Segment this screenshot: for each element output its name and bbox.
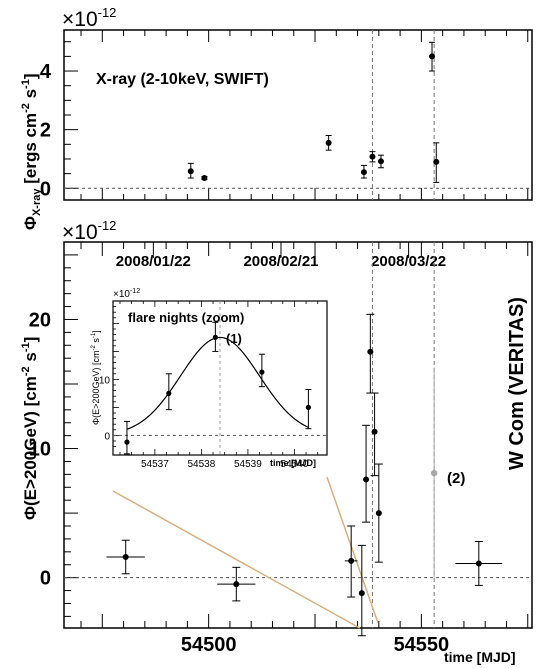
inset-point xyxy=(305,404,311,410)
veritas-point xyxy=(358,590,365,597)
veritas-plot-frame xyxy=(63,241,533,629)
inset-point xyxy=(124,439,130,445)
date-axis-label: 2008/01/22 xyxy=(116,253,191,270)
xray-data-points xyxy=(187,41,440,183)
veritas-side-label: W Com (VERITAS) xyxy=(506,297,528,470)
veritas-point xyxy=(348,557,355,564)
inset-x-tick-label: 54540 xyxy=(281,459,309,470)
inset-y-tick-label: 0 xyxy=(104,431,110,442)
veritas-point xyxy=(371,428,378,435)
special-point-label: (2) xyxy=(447,470,465,487)
veritas-exponent: ×10-12 xyxy=(62,218,116,244)
xray-panel: ×10-12 X-ray (2-10keV, SWIFT) ΦX-ray [er… xyxy=(20,5,533,230)
zoom-line-right xyxy=(326,476,379,624)
veritas-point xyxy=(367,348,374,355)
veritas-x-tick-label: 54500 xyxy=(181,634,237,656)
xray-point xyxy=(187,168,194,175)
xray-point xyxy=(377,158,384,165)
xray-point xyxy=(433,158,440,165)
xray-point xyxy=(369,153,376,160)
veritas-data-points xyxy=(106,313,503,637)
inset-axes: 54537 54538 54539 54540 0 10 xyxy=(99,300,327,470)
inset-x-tick-label: 54539 xyxy=(234,459,262,470)
inset-y-tick-label: 10 xyxy=(99,375,111,386)
xray-y-tick-label: 4 xyxy=(40,61,52,83)
zoom-connector-lines xyxy=(112,476,379,629)
veritas-point xyxy=(122,553,129,560)
xray-exponent: ×10-12 xyxy=(62,5,116,31)
veritas-x-tick-label: 54550 xyxy=(394,634,450,656)
xray-y-tick-label: 0 xyxy=(40,178,51,200)
inset-annotation: (1) xyxy=(226,331,242,346)
veritas-y-axis-label: Φ(E>200GeV) [cm-2 s-1] xyxy=(20,337,40,520)
xray-plot-frame xyxy=(63,29,533,201)
inset-data-points xyxy=(123,321,312,455)
date-axis-label: 2008/02/21 xyxy=(243,253,318,270)
veritas-axes: 54500 54550 0 10 20 2008/01/22 2008/02/21 2008/… xyxy=(29,241,532,656)
veritas-panel: ×10-12 Φ(E>200GeV) [cm-2 s-1] W Com (VER… xyxy=(20,218,533,665)
xray-panel-title: X-ray (2-10keV, SWIFT) xyxy=(96,71,269,88)
inset-exponent: ×10-12 xyxy=(113,288,140,300)
zoom-line-left xyxy=(112,490,361,629)
xray-point xyxy=(325,139,332,146)
xray-y-tick-label: 2 xyxy=(40,120,51,142)
date-axis-label: 2008/03/22 xyxy=(371,253,446,270)
xray-y-axis-label: ΦX-ray [ergs cm-2 s-1] xyxy=(20,73,43,230)
veritas-point xyxy=(475,560,482,567)
xray-point xyxy=(360,169,367,176)
xray-point xyxy=(429,53,436,60)
veritas-y-tick-label: 0 xyxy=(40,568,51,590)
inset-x-axis-label: time [MJD] xyxy=(270,458,316,468)
veritas-y-tick-label: 10 xyxy=(29,439,51,461)
veritas-point xyxy=(233,581,240,588)
inset-point xyxy=(259,369,265,375)
inset-point xyxy=(212,334,218,340)
xray-axes: 0 2 4 xyxy=(40,30,532,200)
inset-point xyxy=(166,390,172,396)
zoom-inset: ×10-12 flare nights (zoom) (1) Φ(E>200Ge… xyxy=(91,288,328,470)
veritas-special-point xyxy=(430,469,438,477)
veritas-point xyxy=(363,476,370,483)
inset-x-tick-label: 54537 xyxy=(141,459,169,470)
veritas-point xyxy=(375,510,382,517)
veritas-y-tick-label: 20 xyxy=(29,309,51,331)
inset-x-tick-label: 54538 xyxy=(187,459,215,470)
inset-y-axis-label: Φ(E>200GeV) [cm-2 s-1] xyxy=(91,330,101,425)
veritas-x-axis-label: time [MJD] xyxy=(444,649,516,665)
inset-title: flare nights (zoom) xyxy=(128,310,244,325)
xray-point xyxy=(201,175,208,182)
